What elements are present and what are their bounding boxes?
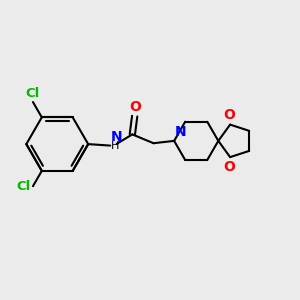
Text: N: N bbox=[111, 130, 123, 144]
Text: H: H bbox=[111, 141, 119, 151]
Text: N: N bbox=[175, 125, 186, 139]
Text: Cl: Cl bbox=[26, 87, 40, 100]
Text: O: O bbox=[129, 100, 141, 114]
Text: O: O bbox=[223, 108, 235, 122]
Text: Cl: Cl bbox=[16, 180, 31, 193]
Text: O: O bbox=[223, 160, 235, 174]
